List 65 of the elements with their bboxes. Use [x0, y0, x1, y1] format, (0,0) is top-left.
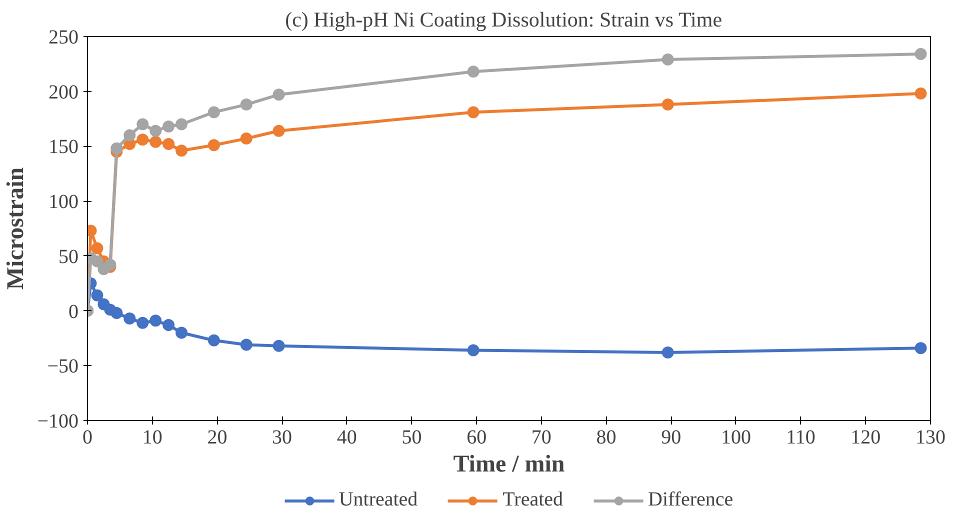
point [110, 306, 123, 319]
point [662, 346, 674, 358]
point [124, 312, 136, 324]
y-tick-label: 150 [48, 136, 78, 158]
y-axis-title: Microstrain [3, 167, 30, 290]
point [914, 88, 927, 100]
point [240, 98, 252, 111]
point [176, 326, 188, 339]
y-tick-label: 200 [48, 81, 78, 104]
point [467, 344, 480, 356]
point [150, 124, 162, 137]
point [176, 144, 188, 157]
legend-label: Treated [502, 488, 564, 512]
point [914, 48, 927, 60]
point [208, 139, 220, 152]
point [467, 106, 480, 118]
x-tick-label: 10 [142, 426, 162, 448]
point [150, 136, 162, 148]
point [208, 334, 220, 346]
x-tick-label: 0 [82, 426, 92, 448]
point [914, 342, 927, 354]
x-tick-label: 120 [850, 426, 881, 448]
point [272, 340, 285, 352]
y-tick-label: 100 [48, 191, 78, 214]
point [176, 118, 188, 130]
x-tick-label: 50 [402, 426, 422, 448]
point [91, 242, 104, 254]
point [467, 66, 480, 78]
point [136, 118, 149, 130]
legend-label: Untreated [338, 488, 418, 512]
point [162, 138, 175, 150]
point [662, 98, 674, 111]
y-tick-label: 0 [68, 300, 78, 323]
x-tick-label: 110 [786, 426, 816, 448]
x-tick-label: 90 [661, 426, 682, 448]
x-tick-label: 130 [916, 426, 946, 448]
y-tick-label: 50 [58, 246, 78, 268]
point [91, 289, 104, 302]
x-tick-label: 100 [720, 426, 751, 448]
x-tick-label: 40 [336, 426, 357, 448]
legend-label: Difference [648, 488, 734, 512]
point [136, 316, 149, 329]
point [110, 142, 123, 154]
point [136, 134, 149, 146]
point [162, 319, 175, 332]
x-axis-title: Time / min [453, 452, 565, 478]
point [272, 124, 285, 137]
x-tick-label: 80 [596, 426, 616, 448]
chart-title: (c) High-pH Ni Coating Dissolution: Strain vs Time [285, 8, 722, 32]
y-tick-label: −50 [47, 356, 78, 378]
x-tick-label: 70 [531, 426, 552, 448]
y-tick-label: 250 [48, 26, 78, 48]
point [240, 132, 252, 145]
y-tick-label: −100 [37, 410, 78, 432]
x-tick-label: 30 [272, 426, 292, 448]
point [91, 255, 104, 268]
point [162, 120, 175, 132]
point [150, 314, 162, 327]
point [124, 129, 136, 142]
point [208, 106, 220, 118]
x-tick-label: 20 [207, 426, 228, 448]
point [240, 338, 252, 351]
x-tick-label: 60 [466, 426, 487, 448]
point [662, 54, 674, 66]
point [272, 88, 285, 101]
